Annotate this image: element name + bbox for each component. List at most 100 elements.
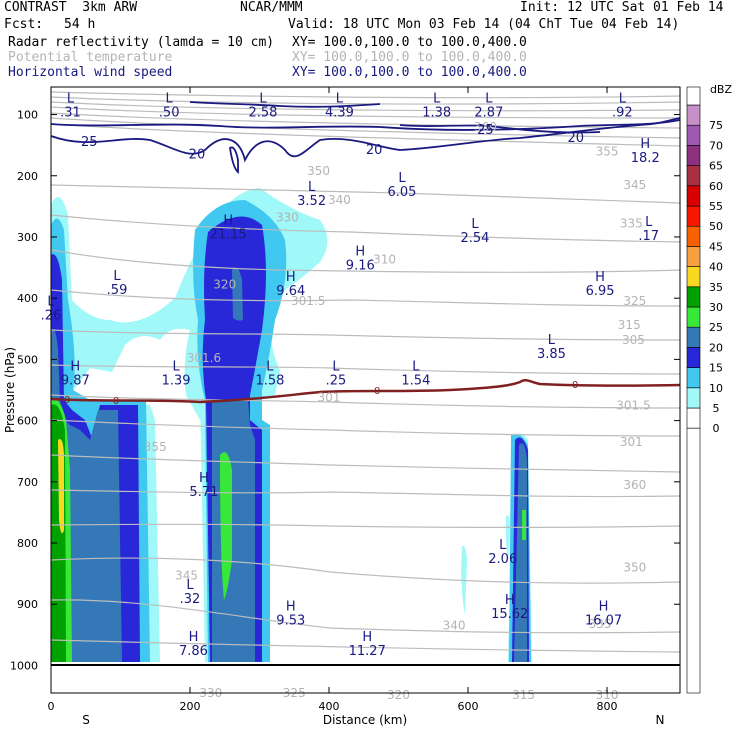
extremum-symbol: H (595, 270, 605, 285)
extremum-symbol: H (223, 214, 233, 229)
y-tick-label: 100 (17, 109, 38, 122)
extremum-symbol: L (398, 171, 406, 186)
extremum-value: 1.39 (162, 373, 191, 388)
theta-label: 315 (512, 688, 535, 702)
colorbar-label: 30 (709, 301, 723, 314)
extremum-value: 16.07 (585, 613, 622, 628)
colorbar-swatch (686, 246, 701, 267)
extremum-symbol: H (505, 593, 515, 608)
theta-label: 345 (175, 568, 198, 582)
extremum-symbol: H (599, 599, 609, 614)
theta-isoline (51, 394, 680, 409)
extremum-symbol: L (433, 91, 441, 106)
x-tick-label: 400 (319, 700, 340, 713)
colorbar-swatch (686, 347, 701, 368)
extremum-value: 18.2 (631, 151, 660, 166)
theta-isoline (51, 419, 680, 437)
extremum-value: 15.62 (491, 607, 528, 622)
theta-label: 310 (596, 688, 619, 702)
extremum-value: 1.54 (401, 373, 430, 388)
axes: 0 200 400 600 800100200300400500600700800900… (3, 87, 680, 727)
field-name-wind: Horizontal wind speed (8, 65, 173, 80)
theta-isoline (51, 184, 680, 204)
colorbar-swatch (686, 266, 701, 288)
y-tick-label: 900 (17, 598, 38, 611)
y-tick-label: 300 (17, 231, 38, 244)
theta-label: 320 (387, 688, 410, 702)
theta-isoline (51, 489, 680, 498)
extremum-symbol: L (619, 91, 627, 106)
theta-label: 305 (622, 333, 645, 347)
theta-label: 360 (623, 478, 646, 492)
theta-label: 301 (620, 435, 643, 449)
theta-label: 310 (373, 253, 396, 267)
extremum-value: .25 (326, 373, 347, 388)
theta-isoline (51, 599, 680, 634)
colorbar-label: 20 (709, 341, 723, 354)
zero-line-label: 0 (374, 386, 380, 397)
extremum-value: 9.87 (61, 373, 90, 388)
extremum-value: 4.39 (325, 105, 354, 120)
theta-isoline (51, 249, 680, 273)
extremum-symbol: H (286, 599, 296, 614)
colorbar-swatch (686, 367, 701, 389)
reflectivity-35 (58, 439, 64, 534)
colorbar-swatch (686, 124, 701, 146)
zero-line-label: 0 (572, 380, 578, 391)
extremum-symbol: L (186, 578, 194, 593)
theta-label: 360 (474, 120, 497, 134)
colorbar-label: 15 (709, 362, 723, 375)
extremum-value: 3.85 (537, 347, 566, 362)
extremum-value: 9.16 (346, 258, 375, 273)
field-name-theta: Potential temperature (8, 50, 173, 65)
theta-isoline (51, 639, 680, 653)
colorbar-swatch (686, 306, 701, 328)
theta-label: 301.5 (616, 398, 650, 412)
extremum-value: 3.52 (297, 194, 326, 209)
extremum-symbol: H (362, 630, 372, 645)
extremum-symbol: H (199, 471, 209, 486)
x-tick-label: 200 (180, 700, 201, 713)
wind-label: 25 (477, 123, 494, 138)
wind-label: 20 (366, 143, 383, 158)
theta-label: 355 (596, 144, 619, 158)
annotations: 360 355 350 345 340 335 330 325 320 315 310 305 301.… (41, 91, 660, 702)
model-title: CONTRAST 3km ARW (4, 0, 138, 15)
extremum-value: 11.27 (349, 644, 386, 659)
extremum-symbol: L (412, 359, 420, 374)
x-tick-label: 800 (597, 700, 618, 713)
extremum-value: 21.15 (210, 228, 247, 243)
colorbar-swatch (686, 185, 701, 207)
extremum-symbol: H (286, 270, 296, 285)
extremum-value: .32 (180, 592, 201, 607)
extremum-value: 2.87 (474, 105, 503, 120)
extremum-symbol: H (70, 359, 80, 374)
zero-line-label: 0 (64, 395, 70, 406)
colorbar-cap (686, 86, 701, 106)
init-time: Init: 12 UTC Sat 01 Feb 14 (520, 0, 724, 15)
colorbar-unit: dBZ (710, 83, 733, 96)
extremum-symbol: L (266, 359, 274, 374)
y-tick-label: 600 (17, 415, 38, 428)
theta-isoline (51, 557, 680, 584)
theta-label: 335 (620, 217, 643, 231)
theta-label: 340 (328, 193, 351, 207)
colorbar-swatch (686, 104, 701, 126)
extremum-value: 9.53 (276, 613, 305, 628)
theta-isoline (51, 214, 680, 243)
theta-isoline (51, 123, 680, 147)
colorbar-swatch (686, 205, 701, 227)
forecast-value: 54 h (64, 17, 96, 32)
field-xy-wind: XY= 100.0,100.0 to 100.0,400.0 (292, 65, 527, 80)
colorbar: 0 5 10 15 20 25 30 35 40 45 50 55 60 65 70 75 dBZ (686, 83, 733, 694)
extremum-value: 7.86 (179, 644, 208, 659)
wind-label: 20 (567, 131, 584, 146)
extremum-symbol: H (355, 244, 365, 259)
theta-label: 320 (213, 278, 236, 292)
north-label: N (656, 713, 665, 727)
extremum-symbol: L (336, 91, 344, 106)
colorbar-label: 60 (709, 180, 723, 193)
colorbar-label: 5 (713, 402, 720, 415)
theta-label: 301.5 (291, 294, 325, 308)
colorbar-label: 40 (709, 261, 723, 274)
